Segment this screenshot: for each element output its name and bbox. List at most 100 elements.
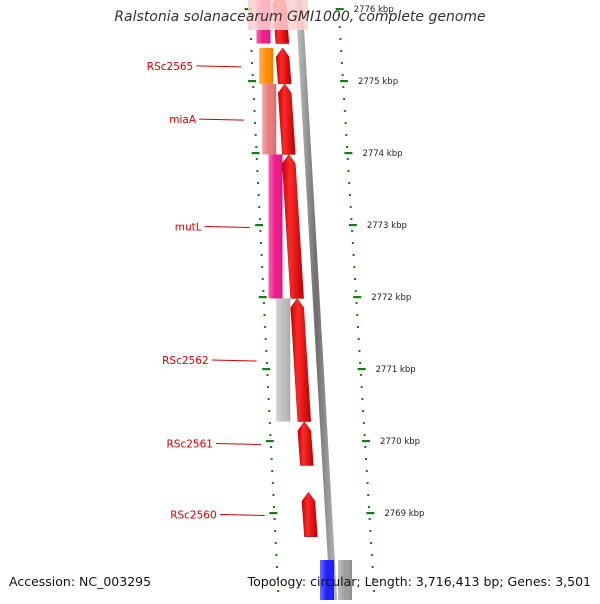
major-tick-right-7 <box>366 512 375 515</box>
minor-tick-left <box>277 590 280 592</box>
cog-track <box>256 0 291 422</box>
gene-leader-1 <box>199 118 245 121</box>
minor-tick-right <box>349 206 352 208</box>
minor-tick-left <box>258 206 261 208</box>
gene-label-3: RSc2562 <box>162 355 208 367</box>
minor-tick-left <box>261 266 264 268</box>
minor-tick-right <box>365 458 368 460</box>
minor-tick-right <box>357 338 360 340</box>
minor-tick-left <box>251 62 254 64</box>
minor-tick-left <box>252 86 255 88</box>
minor-tick-right <box>346 146 349 148</box>
minor-tick-left <box>276 578 279 580</box>
minor-tick-right <box>341 74 344 76</box>
major-tick-left-6 <box>265 440 274 443</box>
minor-tick-right <box>345 134 348 136</box>
minor-tick-left <box>266 374 269 376</box>
ruler-label-3: 2773 kbp <box>367 221 407 231</box>
major-tick-right-4 <box>353 296 362 299</box>
minor-tick-left <box>268 410 271 412</box>
ruler-label-5: 2771 kbp <box>376 365 416 375</box>
minor-tick-right <box>356 314 359 316</box>
map-title: Ralstonia solanacearum GMI1000, complete… <box>114 9 486 25</box>
bottom-feature-gray-shade <box>338 560 352 604</box>
minor-tick-left <box>262 290 265 292</box>
minor-tick-left <box>264 338 267 340</box>
gene-label-4: RSc2561 <box>167 439 213 451</box>
minor-tick-left <box>258 218 261 220</box>
minor-tick-right <box>370 542 373 544</box>
minor-tick-right <box>359 374 362 376</box>
major-tick-left-4 <box>258 296 267 299</box>
minor-tick-right <box>352 254 355 256</box>
minor-tick-right <box>361 398 364 400</box>
minor-tick-right <box>370 554 373 556</box>
minor-tick-left <box>275 566 278 568</box>
minor-tick-left <box>270 446 273 448</box>
minor-tick-left <box>264 326 267 328</box>
minor-tick-right <box>363 434 366 436</box>
minor-tick-right <box>371 566 374 568</box>
minor-tick-left <box>268 422 271 424</box>
minor-tick-left <box>257 182 260 184</box>
minor-tick-left <box>274 530 277 532</box>
major-tick-left-2 <box>251 152 260 155</box>
minor-tick-right <box>350 218 353 220</box>
title-overlay <box>248 0 308 30</box>
minor-tick-right <box>360 386 363 388</box>
minor-tick-right <box>351 242 354 244</box>
minor-tick-right <box>356 326 359 328</box>
cds-arrow-0 <box>275 47 292 85</box>
cds-arrow-1 <box>278 83 296 155</box>
gene-label-5: RSc2560 <box>170 509 216 521</box>
minor-tick-right <box>367 494 370 496</box>
minor-tick-left <box>273 506 276 508</box>
minor-tick-right <box>366 482 369 484</box>
minor-tick-right <box>354 278 357 280</box>
major-tick-left-3 <box>255 224 264 227</box>
minor-tick-left <box>253 110 256 112</box>
minor-tick-left <box>267 398 270 400</box>
minor-tick-right <box>353 266 356 268</box>
minor-tick-left <box>257 194 260 196</box>
minor-tick-right <box>339 38 342 40</box>
major-tick-left-5 <box>262 368 271 371</box>
ruler-label-7: 2769 kbp <box>384 509 424 519</box>
minor-tick-right <box>355 302 358 304</box>
minor-tick-left <box>260 254 263 256</box>
minor-tick-left <box>271 482 274 484</box>
minor-tick-right <box>362 410 365 412</box>
minor-tick-left <box>265 350 268 352</box>
minor-tick-right <box>348 182 351 184</box>
ruler-track: 2776 kbp 2775 kbp 2774 kbp 2773 kbp 2772 kbp… <box>244 5 424 592</box>
cds-arrow-4 <box>297 421 314 466</box>
gene-leader-2 <box>204 225 250 228</box>
minor-tick-left <box>252 98 255 100</box>
backbone-track <box>295 0 338 604</box>
minor-tick-right <box>348 194 351 196</box>
minor-tick-right <box>342 86 345 88</box>
cog-bar-0-shade <box>259 47 274 84</box>
gene-leader-5 <box>219 513 265 516</box>
bottom-feature-blue-shade <box>320 560 334 604</box>
minor-tick-right <box>373 590 376 592</box>
minor-tick-left <box>269 434 272 436</box>
minor-tick-left <box>259 230 262 232</box>
minor-tick-left <box>251 74 254 76</box>
cog-bar-2-shade <box>268 154 283 299</box>
minor-tick-left <box>272 494 275 496</box>
gene-label-1: miaA <box>169 114 197 126</box>
gene-label-2: mutL <box>175 221 202 233</box>
major-tick-left-1 <box>248 80 257 83</box>
cog-bar-3-shade <box>276 298 291 422</box>
minor-tick-left <box>265 362 268 364</box>
major-tick-right-2 <box>344 152 353 155</box>
minor-tick-right <box>362 422 365 424</box>
ruler-label-4: 2772 kbp <box>371 293 411 303</box>
minor-tick-left <box>255 146 258 148</box>
minor-tick-right <box>359 362 362 364</box>
genome-stats-text: Topology: circular; Length: 3,716,413 bp… <box>247 574 591 589</box>
major-tick-right-6 <box>361 440 370 443</box>
